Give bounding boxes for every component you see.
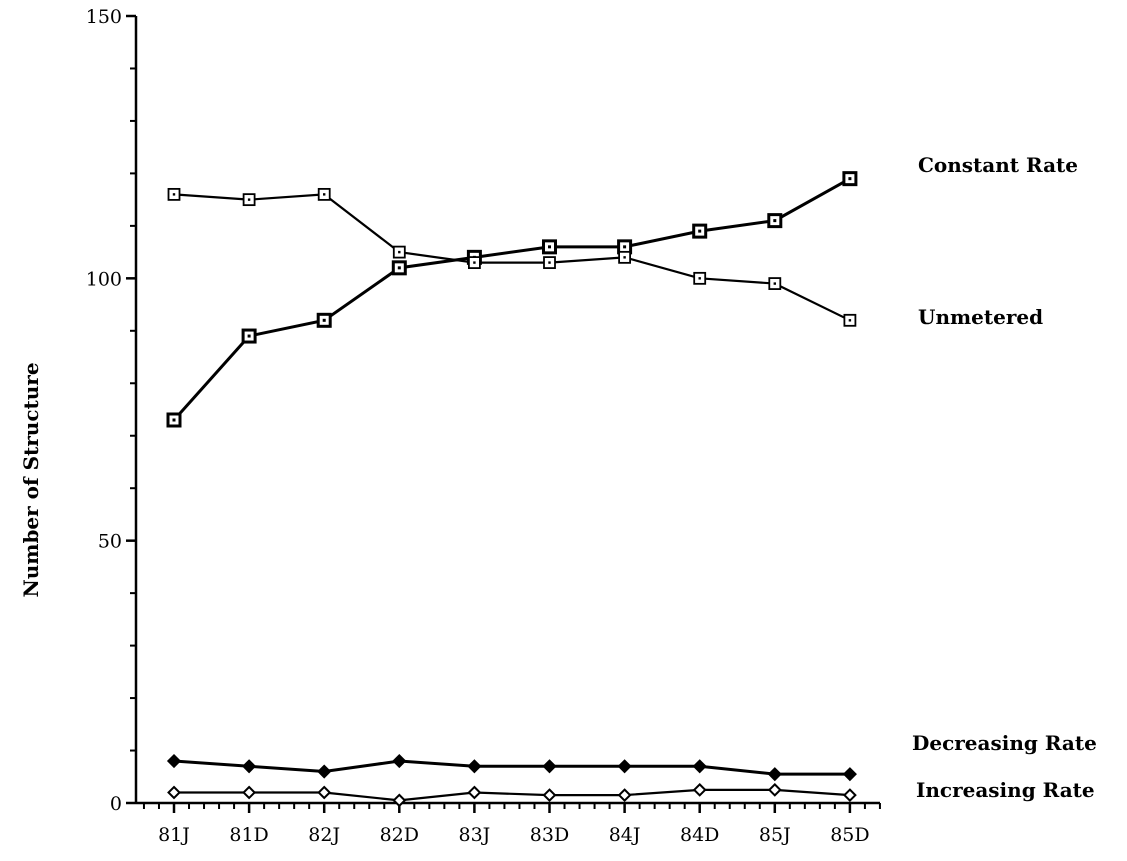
series-increasing-rate	[167, 782, 857, 808]
series-group	[166, 171, 858, 808]
point-marker-dot	[548, 245, 551, 249]
y-tick-label: 50	[98, 531, 122, 553]
series-line	[173, 759, 850, 776]
x-tick-label: 83D	[530, 824, 569, 846]
point-marker	[842, 788, 857, 803]
point-marker-dot	[323, 193, 326, 196]
y-tick-label: 150	[86, 6, 122, 28]
point-marker-dot	[773, 219, 777, 223]
point-marker-dot	[848, 177, 852, 181]
point-marker	[617, 788, 632, 803]
point-marker-dot	[398, 250, 401, 254]
point-marker-dot	[172, 193, 176, 196]
series-line	[172, 177, 851, 421]
point-marker	[167, 785, 181, 800]
x-tick-label: 85D	[830, 824, 869, 846]
series-line	[173, 193, 851, 322]
point-marker	[542, 788, 557, 803]
y-ticks: 0 50 100 150	[86, 6, 136, 815]
point-marker	[467, 785, 482, 800]
y-tick-label: 100	[86, 268, 122, 290]
x-tick-label: 82J	[308, 824, 340, 846]
point-marker	[842, 767, 857, 782]
series-line	[174, 788, 850, 802]
point-marker-dot	[247, 198, 251, 201]
point-marker	[317, 785, 332, 800]
axes	[134, 16, 880, 805]
point-marker-dot	[247, 334, 251, 338]
point-marker	[166, 753, 182, 769]
series-labels: Constant Rate Unmetered Decreasing Rate Inc…	[912, 153, 1097, 802]
point-marker	[317, 764, 332, 779]
point-marker	[692, 782, 707, 797]
point-marker-dot	[172, 418, 176, 422]
series-label-unmetered: Unmetered	[918, 305, 1043, 329]
point-marker	[542, 759, 557, 774]
series-label-decreasing-rate: Decreasing Rate	[912, 731, 1097, 755]
x-tick-label: 85J	[759, 824, 791, 846]
y-axis-title: Number of Structure	[19, 362, 43, 597]
series-label-constant-rate: Constant Rate	[918, 153, 1078, 177]
point-marker-dot	[848, 319, 852, 322]
point-marker	[467, 759, 482, 774]
point-marker	[242, 785, 257, 800]
point-marker-dot	[698, 277, 701, 280]
x-tick-label: 84J	[609, 824, 641, 846]
series-decreasing-rate	[166, 753, 857, 782]
x-tick-label: 81D	[229, 824, 268, 846]
x-ticks: 81J 81D 82J 82D 83J 83D 84J 84D 85J 85D	[142, 803, 881, 846]
series-constant-rate	[166, 171, 858, 428]
point-marker	[242, 759, 257, 774]
x-tick-label: 84D	[680, 824, 719, 846]
x-tick-label: 82D	[380, 824, 419, 846]
point-marker	[767, 782, 782, 797]
point-marker	[392, 753, 407, 769]
point-marker-dot	[322, 318, 326, 322]
x-tick-label: 83J	[459, 824, 491, 846]
point-marker-dot	[773, 282, 776, 285]
point-marker	[692, 759, 707, 774]
point-marker-dot	[397, 266, 401, 270]
x-tick-label: 81J	[158, 824, 190, 846]
series-unmetered	[167, 187, 857, 327]
point-marker-dot	[623, 256, 626, 259]
point-marker	[392, 793, 407, 808]
point-marker-dot	[473, 261, 476, 264]
series-label-increasing-rate: Increasing Rate	[916, 778, 1095, 802]
y-tick-label: 0	[110, 793, 122, 815]
point-marker-dot	[623, 245, 627, 249]
point-marker-dot	[548, 261, 551, 264]
point-marker	[767, 767, 782, 782]
point-marker	[617, 759, 632, 774]
point-marker-dot	[698, 229, 702, 233]
